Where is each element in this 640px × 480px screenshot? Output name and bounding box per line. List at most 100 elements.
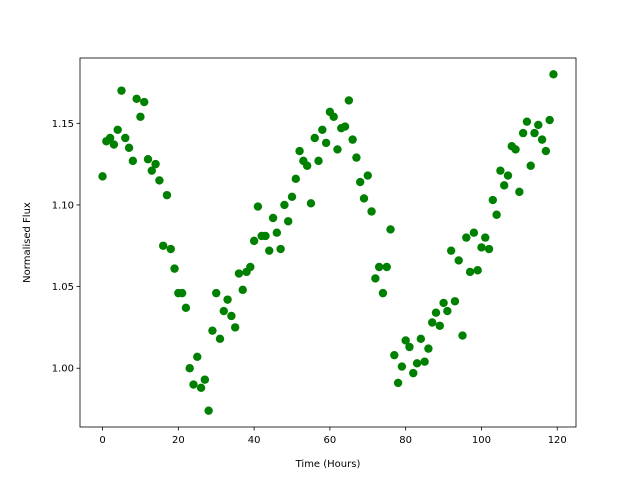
point [549,70,558,79]
point [537,135,547,144]
point [363,171,372,180]
point [401,336,410,345]
point [314,156,323,166]
point [352,153,361,162]
point [272,228,282,237]
point [227,311,236,321]
point [253,202,263,211]
point [541,146,551,156]
point [166,244,175,254]
point [246,262,255,272]
point [443,306,452,316]
point [424,344,433,353]
point [503,171,513,180]
point [268,213,278,223]
point [390,350,399,360]
point [105,133,115,143]
point [117,86,126,95]
point [287,192,297,201]
point [450,297,460,306]
point [109,140,119,149]
point [359,194,369,203]
point [204,406,213,415]
point [223,295,232,304]
point [446,246,456,255]
point [439,298,448,308]
point [511,145,520,154]
point [230,323,240,332]
point [208,326,217,335]
point [132,94,141,104]
point [98,172,107,181]
point [333,145,342,154]
point [496,166,505,175]
point [386,225,395,234]
point [261,231,270,241]
point [121,133,130,143]
point [378,288,388,298]
x-axis-label: Time (Hours) [295,459,361,470]
point [348,135,357,144]
x-tick-label: 20 [172,435,185,446]
y-tick-label: 1.05 [52,282,74,293]
point [280,200,289,210]
point [219,306,228,316]
point [143,155,153,164]
point [393,378,403,388]
point [310,133,319,143]
point [177,288,187,298]
point [344,96,354,105]
x-tick-label: 60 [324,435,337,446]
y-tick-label: 1.15 [52,119,74,130]
point [189,380,198,389]
point [170,264,179,273]
point [458,331,467,340]
point [530,128,539,138]
point [409,368,418,378]
point [431,308,441,317]
point [416,334,426,344]
point [526,161,535,170]
point [397,362,407,371]
point [515,187,524,197]
point [465,267,475,277]
point [158,241,168,250]
point [124,143,134,153]
point [193,352,202,361]
point [295,146,304,156]
point [147,166,157,175]
point [265,246,274,255]
point [318,125,327,135]
point [238,285,247,295]
point [428,318,437,327]
point [306,199,316,208]
point [477,243,486,252]
point [499,181,509,190]
point [155,176,164,185]
point [215,334,225,344]
point [185,364,194,373]
point [435,321,444,330]
y-axis-label: Normalised Flux [22,202,33,283]
point [405,342,414,352]
point [367,207,376,216]
point [136,112,145,121]
point [473,266,482,275]
x-tick-label: 120 [548,435,567,446]
x-tick-label: 100 [472,435,491,446]
point [249,236,259,246]
point [518,128,528,138]
point [545,115,554,125]
x-tick-label: 80 [399,435,412,446]
point [196,383,206,393]
point [113,125,122,135]
point [302,161,312,170]
x-tick-label: 40 [248,435,261,446]
y-tick-label: 1.10 [52,200,74,211]
point [420,357,429,366]
point [284,217,293,226]
x-tick-label: 0 [99,435,105,446]
point [492,210,501,219]
